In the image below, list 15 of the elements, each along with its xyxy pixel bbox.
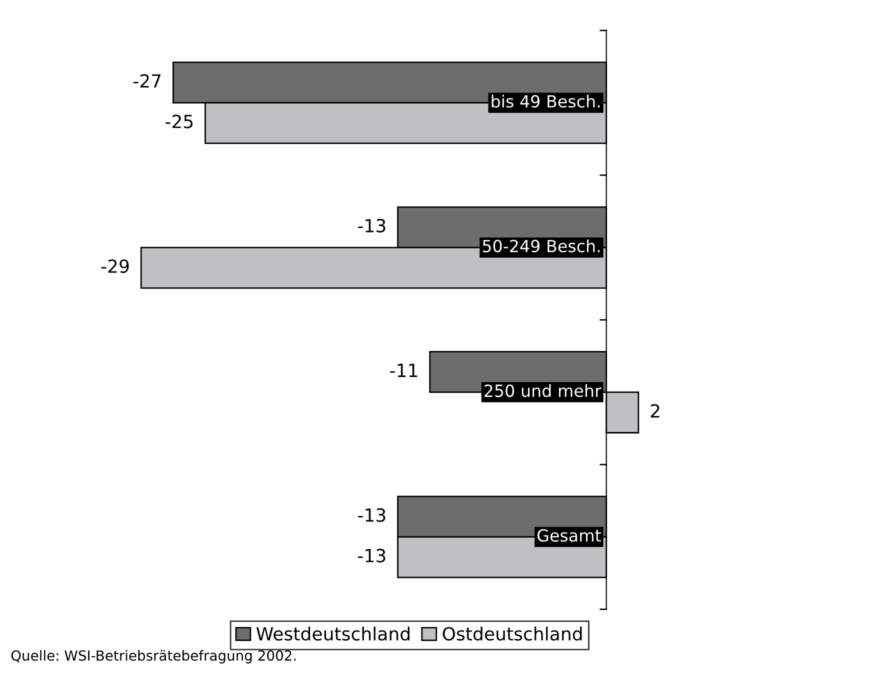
data-label: -13 bbox=[358, 218, 386, 233]
data-label: -11 bbox=[390, 364, 418, 377]
data-label: 2 bbox=[650, 404, 660, 418]
y-tick-label: 250 und mehr bbox=[484, 384, 602, 398]
data-label: -13 bbox=[358, 548, 386, 562]
y-tick-label: 50-249 Besch. bbox=[482, 239, 600, 252]
data-label: -25 bbox=[166, 114, 193, 128]
y-tick-label: Gesamt bbox=[537, 529, 601, 542]
data-label: -29 bbox=[101, 259, 129, 274]
legend-label: Ostdeutschland bbox=[442, 626, 582, 641]
data-label: -13 bbox=[358, 508, 386, 522]
source-note: Quelle: WSI-Betriebsrätebefragung 2002. bbox=[11, 650, 296, 664]
y-tick-label: bis 49 Besch. bbox=[492, 94, 600, 108]
legend-label: Westdeutschland bbox=[256, 626, 410, 641]
data-label: -27 bbox=[133, 74, 161, 88]
